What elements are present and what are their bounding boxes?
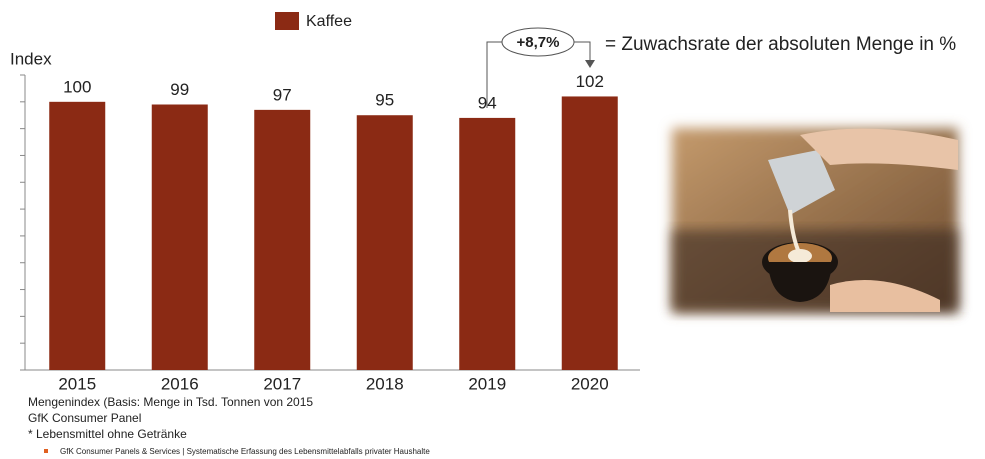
x-tick-label: 2019	[468, 374, 506, 393]
arrow	[585, 60, 595, 68]
bracket	[486, 41, 591, 108]
x-tick-label: 2017	[263, 374, 301, 393]
source: GfK Consumer Panels & Services | Systema…	[60, 447, 430, 456]
bar	[151, 104, 208, 370]
x-tick-label: 2018	[366, 374, 404, 393]
footnote: * Lebensmittel ohne Getränke	[28, 427, 187, 441]
x-tick-label: 2020	[571, 374, 609, 393]
photo	[672, 128, 958, 312]
annotation-ellipse	[501, 27, 575, 57]
bar	[254, 109, 311, 370]
bar	[561, 96, 618, 371]
bar	[459, 117, 516, 370]
bullet	[44, 449, 48, 453]
bar	[49, 101, 106, 371]
value-label: 94	[478, 93, 497, 112]
value-label: 102	[576, 72, 604, 91]
legend-label: Kaffee	[306, 13, 352, 30]
y-axis-label: Index	[10, 49, 52, 68]
footnote: GfK Consumer Panel	[28, 411, 141, 425]
value-label: 97	[273, 85, 292, 104]
value-label: 100	[63, 77, 91, 96]
x-tick-label: 2015	[58, 374, 96, 393]
x-tick-label: 2016	[161, 374, 199, 393]
bar	[356, 115, 413, 371]
annotation-label: +8,7%	[517, 34, 560, 51]
legend-swatch	[275, 12, 299, 30]
value-label: 95	[375, 91, 394, 110]
footnote: Mengenindex (Basis: Menge in Tsd. Tonnen…	[28, 395, 313, 409]
value-label: 99	[170, 80, 189, 99]
annotation-text: = Zuwachsrate der absoluten Menge in %	[605, 34, 956, 55]
